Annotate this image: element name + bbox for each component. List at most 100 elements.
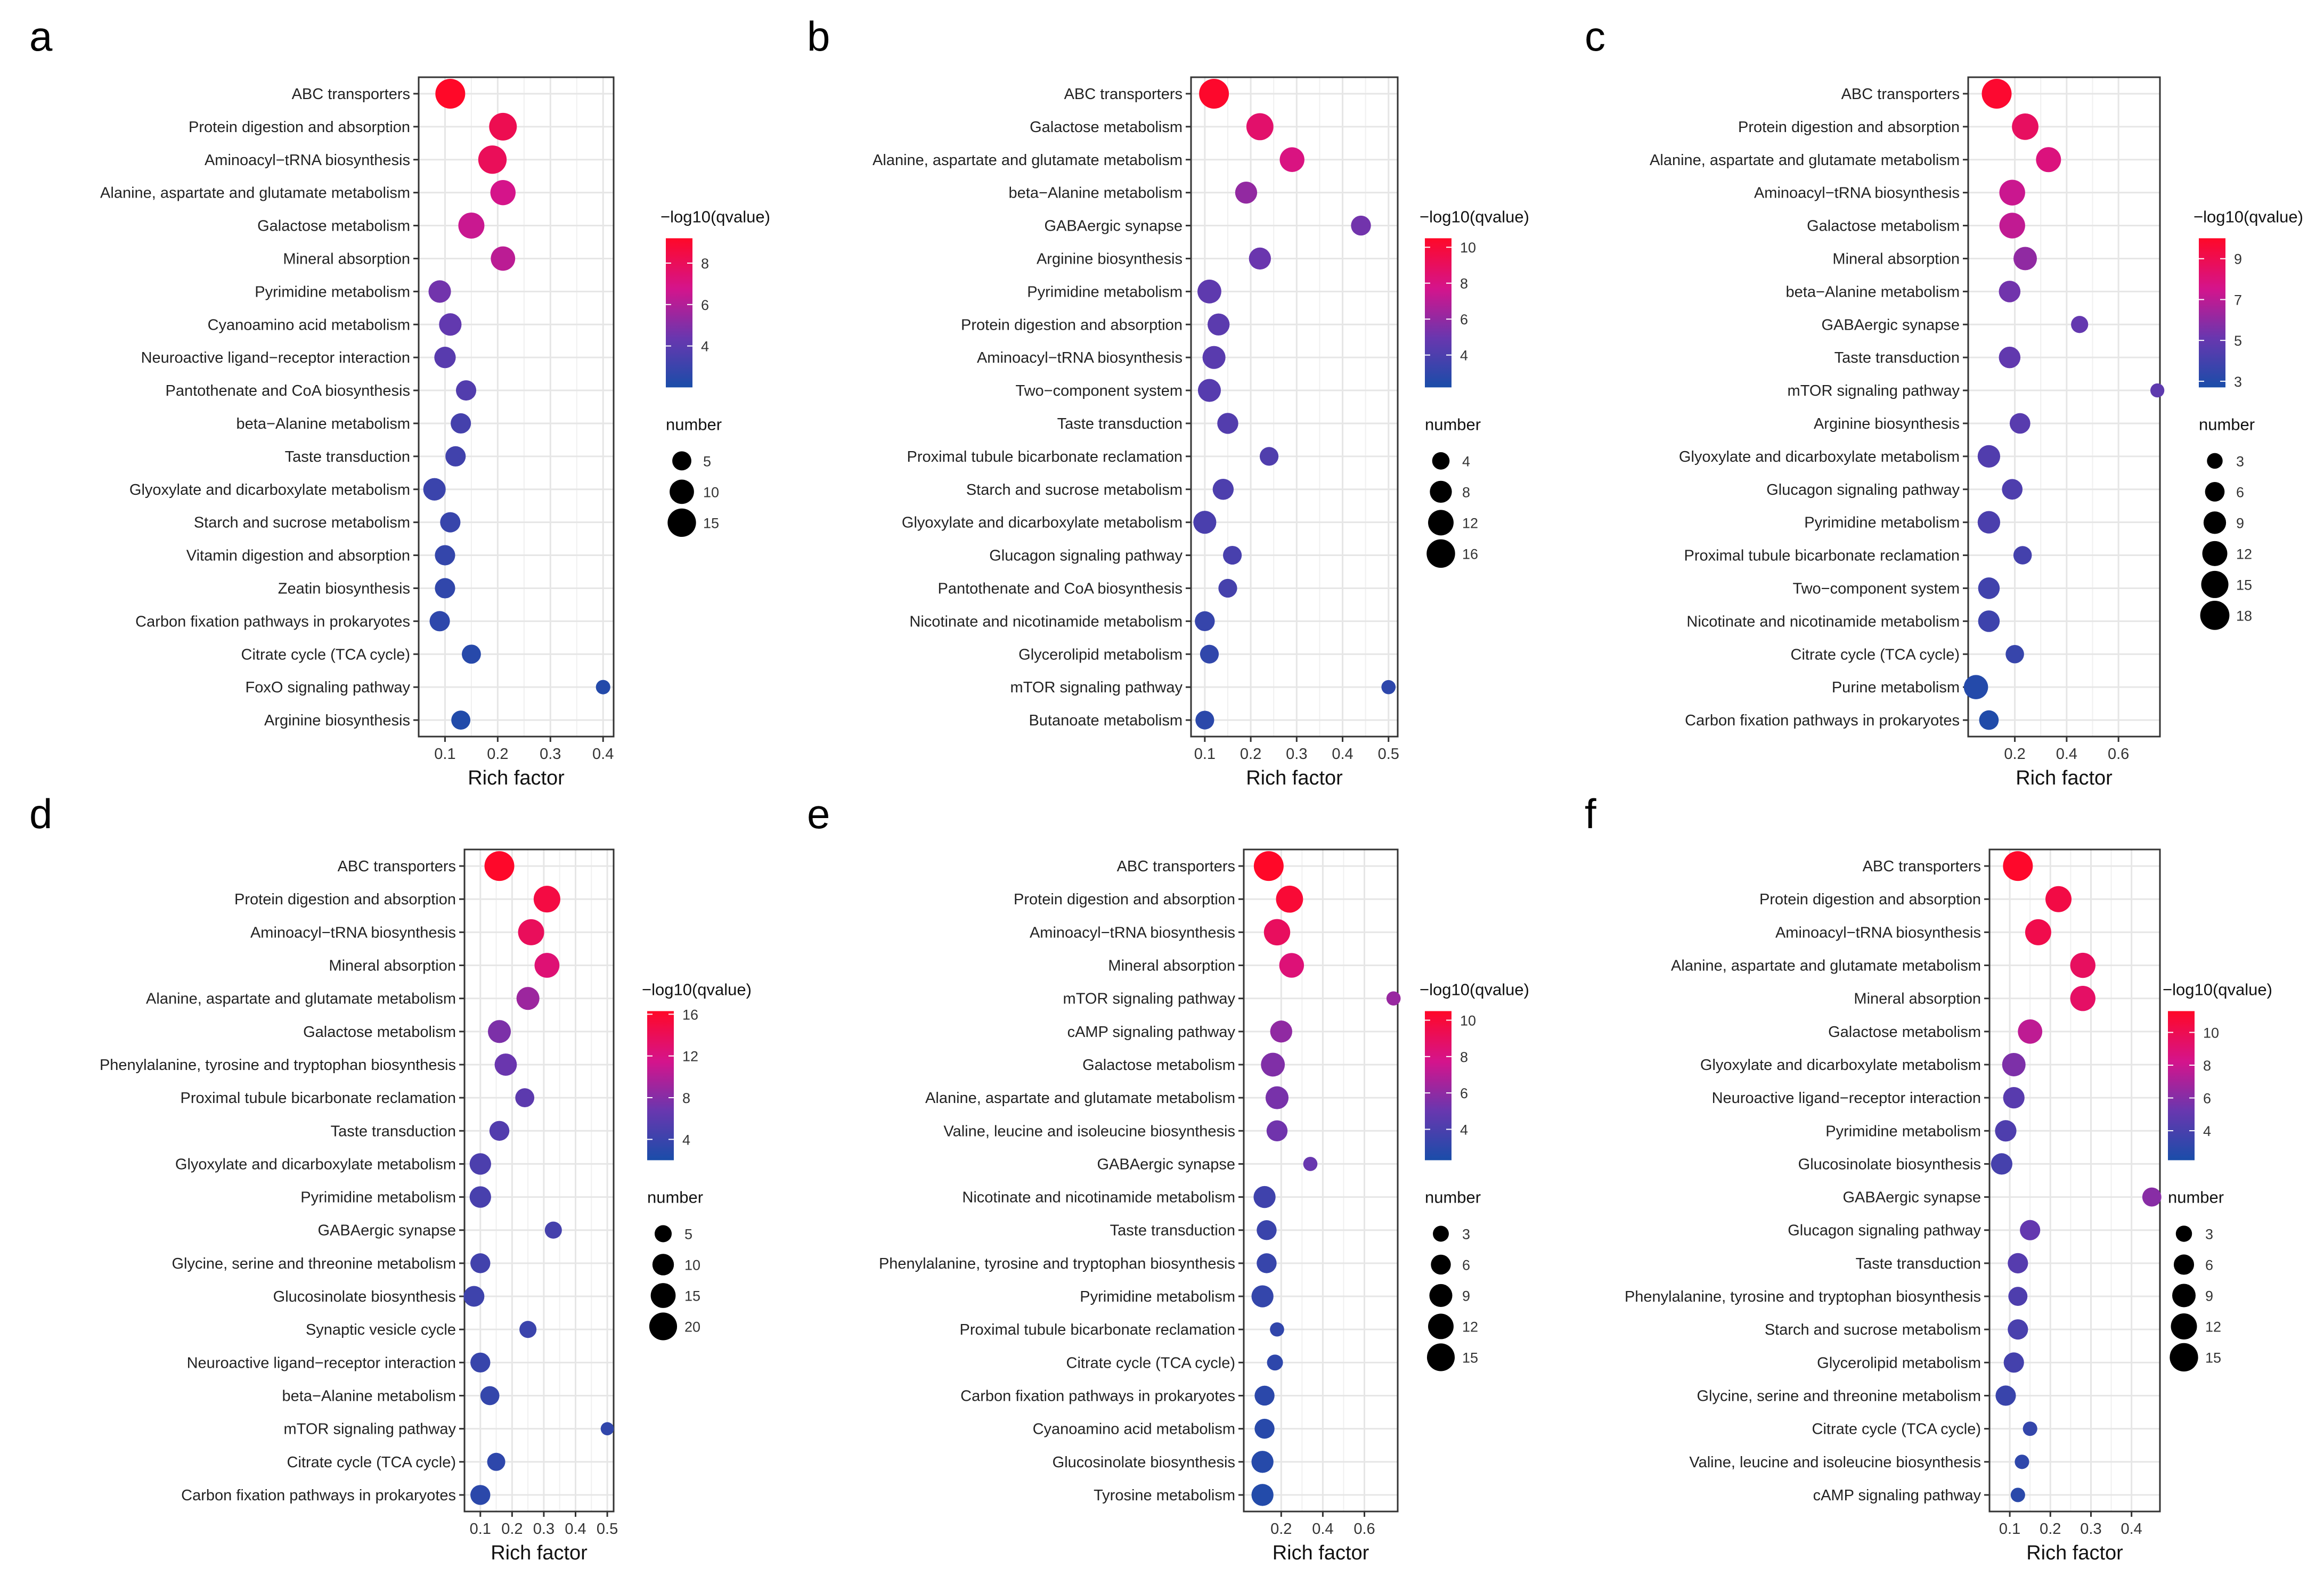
term-label: Citrate cycle (TCA cycle) — [287, 1454, 456, 1471]
term-label: ABC transporters — [1863, 858, 1981, 875]
colorbar — [2199, 238, 2225, 388]
size-legend-dot — [2207, 453, 2223, 469]
term-label: Nicotinate and nicotinamide metabolism — [1686, 613, 1960, 630]
term-label: Proximal tubule bicarbonate reclamation — [1684, 548, 1960, 565]
data-point — [1223, 545, 1242, 565]
x-axis-title: Rich factor — [1273, 1542, 1369, 1564]
size-legend-label: 5 — [684, 1226, 692, 1242]
colorbar — [666, 238, 692, 388]
data-point — [2015, 1455, 2029, 1469]
data-point — [600, 1422, 614, 1435]
x-tick-label: 0.2 — [1240, 746, 1261, 763]
size-legend-dot — [670, 479, 694, 504]
term-label: Alanine, aspartate and glutamate metabol… — [1671, 958, 1981, 975]
size-legend-label: 5 — [703, 453, 711, 469]
size-legend-dot — [2175, 1225, 2192, 1242]
data-point — [489, 112, 517, 141]
panel-letter: c — [1585, 13, 1605, 60]
data-point — [2013, 247, 2037, 271]
term-label: Alanine, aspartate and glutamate metabol… — [1650, 152, 1960, 169]
x-tick-label: 0.6 — [1353, 1521, 1375, 1538]
colorbar-tick-label: 6 — [2203, 1091, 2211, 1107]
term-label: Valine, leucine and isoleucine biosynthe… — [943, 1123, 1235, 1140]
x-tick-label: 0.3 — [540, 746, 561, 763]
data-point — [1977, 511, 2001, 534]
data-point — [469, 1153, 491, 1175]
term-label: Glucagon signaling pathway — [1788, 1222, 1981, 1239]
size-legend-label: 8 — [1462, 484, 1470, 500]
term-label: Protein digestion and absorption — [1759, 891, 1981, 908]
data-point — [2071, 316, 2089, 333]
size-legend-label: 18 — [2236, 608, 2252, 624]
data-point — [1261, 1052, 1285, 1077]
colorbar-tick-label: 10 — [1460, 1013, 1476, 1029]
data-point — [1257, 1220, 1277, 1240]
colorbar-tick-label: 3 — [2234, 374, 2242, 390]
size-legend-title: number — [2199, 415, 2255, 434]
data-point — [596, 680, 610, 694]
colorbar-tick-label: 5 — [2234, 333, 2242, 349]
term-label: Galactose metabolism — [1082, 1057, 1235, 1074]
data-point — [469, 1186, 491, 1208]
x-tick-label: 0.3 — [1286, 746, 1307, 763]
term-label: Glucosinolate biosynthesis — [1798, 1156, 1981, 1173]
data-point — [470, 1485, 491, 1505]
data-point — [2008, 1319, 2028, 1340]
term-label: Glyoxylate and dicarboxylate metabolism — [1679, 448, 1960, 465]
term-label: Arginine biosynthesis — [1037, 250, 1183, 267]
plot-background — [1244, 849, 1398, 1511]
data-point — [489, 1121, 510, 1141]
panel-letter: a — [29, 13, 53, 60]
data-point — [519, 1321, 537, 1338]
size-legend-label: 10 — [703, 484, 719, 500]
data-point — [1279, 953, 1304, 978]
x-tick-label: 0.5 — [597, 1521, 618, 1538]
term-label: Mineral absorption — [1832, 250, 1960, 267]
plot-background — [419, 77, 614, 737]
data-point — [2002, 1052, 2026, 1076]
data-point — [487, 1020, 511, 1043]
term-label: Two−component system — [1792, 580, 1960, 597]
data-point — [2005, 644, 2024, 664]
size-legend-dot — [649, 1312, 678, 1341]
x-tick-label: 0.3 — [2080, 1521, 2101, 1538]
term-label: Protein digestion and absorption — [1738, 119, 1960, 136]
x-tick-label: 0.3 — [533, 1521, 555, 1538]
term-label: Aminoacyl−tRNA biosynthesis — [250, 924, 456, 941]
colorbar-tick-label: 16 — [682, 1007, 698, 1023]
data-point — [2008, 1253, 2028, 1273]
colorbar-tick-label: 8 — [1460, 1049, 1468, 1065]
x-axis-title: Rich factor — [2026, 1542, 2123, 1564]
data-point — [2003, 851, 2033, 881]
colorbar — [1425, 238, 1452, 388]
term-label: Citrate cycle (TCA cycle) — [241, 646, 410, 663]
panel-a: a ABC transporters Protein digestion and a… — [29, 13, 770, 789]
term-label: Galactose metabolism — [257, 218, 410, 235]
term-label: Arginine biosynthesis — [264, 712, 410, 729]
data-point — [439, 313, 462, 336]
term-label: Phenylalanine, tyrosine and tryptophan b… — [1625, 1288, 1981, 1305]
term-label: Glucagon signaling pathway — [989, 548, 1183, 565]
term-label: beta−Alanine metabolism — [1009, 185, 1183, 202]
data-point — [1235, 181, 1258, 204]
data-point — [455, 380, 477, 401]
data-point — [478, 145, 507, 174]
data-point — [435, 545, 455, 566]
size-legend-title: number — [647, 1188, 703, 1206]
data-point — [515, 1088, 535, 1108]
x-tick-label: 0.2 — [501, 1521, 523, 1538]
colorbar — [647, 1011, 674, 1161]
data-point — [1386, 991, 1401, 1006]
term-label: ABC transporters — [292, 86, 410, 103]
term-label: Cyanoamino acid metabolism — [1033, 1421, 1235, 1438]
data-point — [1991, 1153, 2012, 1175]
term-label: Galactose metabolism — [1828, 1024, 1981, 1041]
term-label: Neuroactive ligand−receptor interaction — [187, 1354, 456, 1371]
term-label: Glucosinolate biosynthesis — [1053, 1454, 1235, 1471]
size-legend-label: 3 — [1462, 1226, 1470, 1242]
size-legend-dot — [1426, 1343, 1455, 1371]
x-tick-label: 0.4 — [2056, 746, 2077, 763]
term-label: Glycerolipid metabolism — [1817, 1354, 1981, 1371]
term-label: ABC transporters — [1841, 86, 1960, 103]
term-label: beta−Alanine metabolism — [282, 1387, 456, 1404]
